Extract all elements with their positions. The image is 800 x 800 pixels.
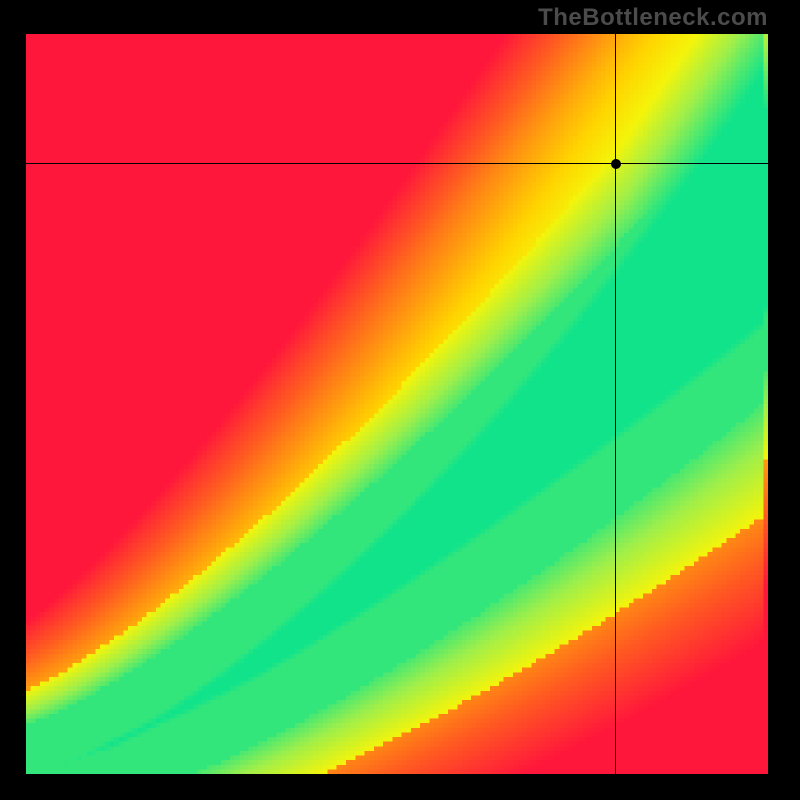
- crosshair-horizontal: [26, 163, 768, 164]
- bottleneck-heatmap: [26, 34, 768, 774]
- watermark-text: TheBottleneck.com: [538, 4, 768, 32]
- crosshair-vertical: [615, 34, 616, 774]
- crosshair-marker: [611, 159, 621, 169]
- chart-container: TheBottleneck.com: [0, 0, 800, 800]
